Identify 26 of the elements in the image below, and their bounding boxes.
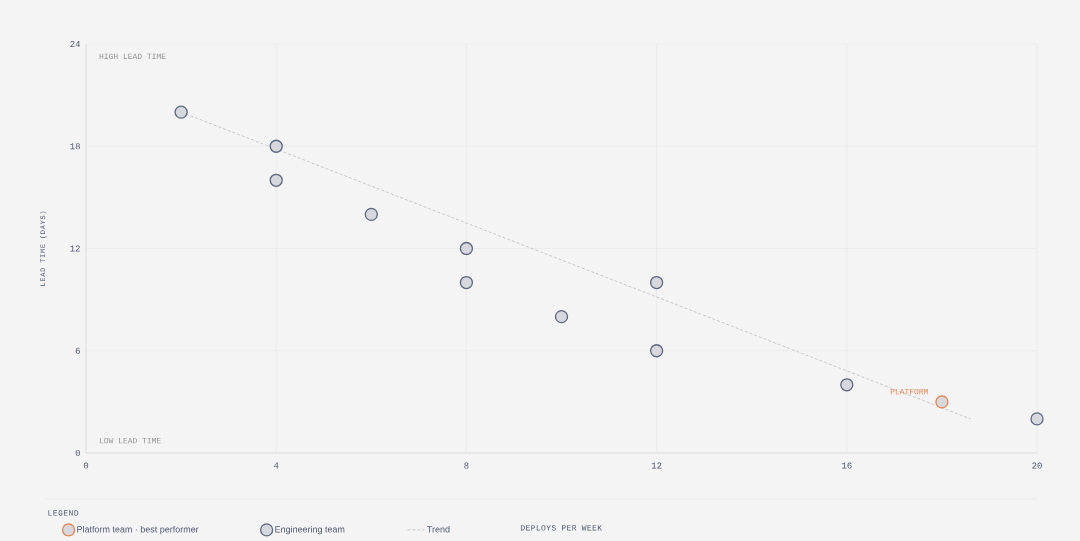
point: [935, 395, 949, 409]
y-tick-label: 18: [70, 143, 80, 150]
legend-label: Platform team · best performer: [77, 525, 199, 535]
point: [459, 241, 474, 256]
legend-label: Engineering team: [275, 525, 345, 535]
point: [1030, 412, 1044, 426]
x-tick-label: 8: [464, 462, 469, 469]
point: [174, 105, 188, 119]
y-tick-label: 24: [70, 40, 81, 47]
point: [554, 310, 569, 324]
y-tick-label: 6: [75, 347, 80, 354]
x-tick-label: 12: [651, 462, 662, 469]
legend-label: Trend: [427, 525, 450, 533]
x-tick-label: 0: [83, 462, 89, 469]
x-tick-label: 4: [273, 462, 279, 469]
point: [649, 344, 664, 358]
point: [459, 275, 474, 290]
x-tick-label: 20: [1032, 462, 1042, 469]
point: [269, 139, 283, 153]
point: [364, 207, 378, 222]
x-tick-label: 16: [842, 462, 852, 469]
point: [269, 173, 283, 187]
y-tick-label: 0: [75, 449, 80, 457]
point: [840, 378, 854, 392]
y-tick-label: 12: [70, 245, 80, 252]
point: [649, 275, 664, 290]
